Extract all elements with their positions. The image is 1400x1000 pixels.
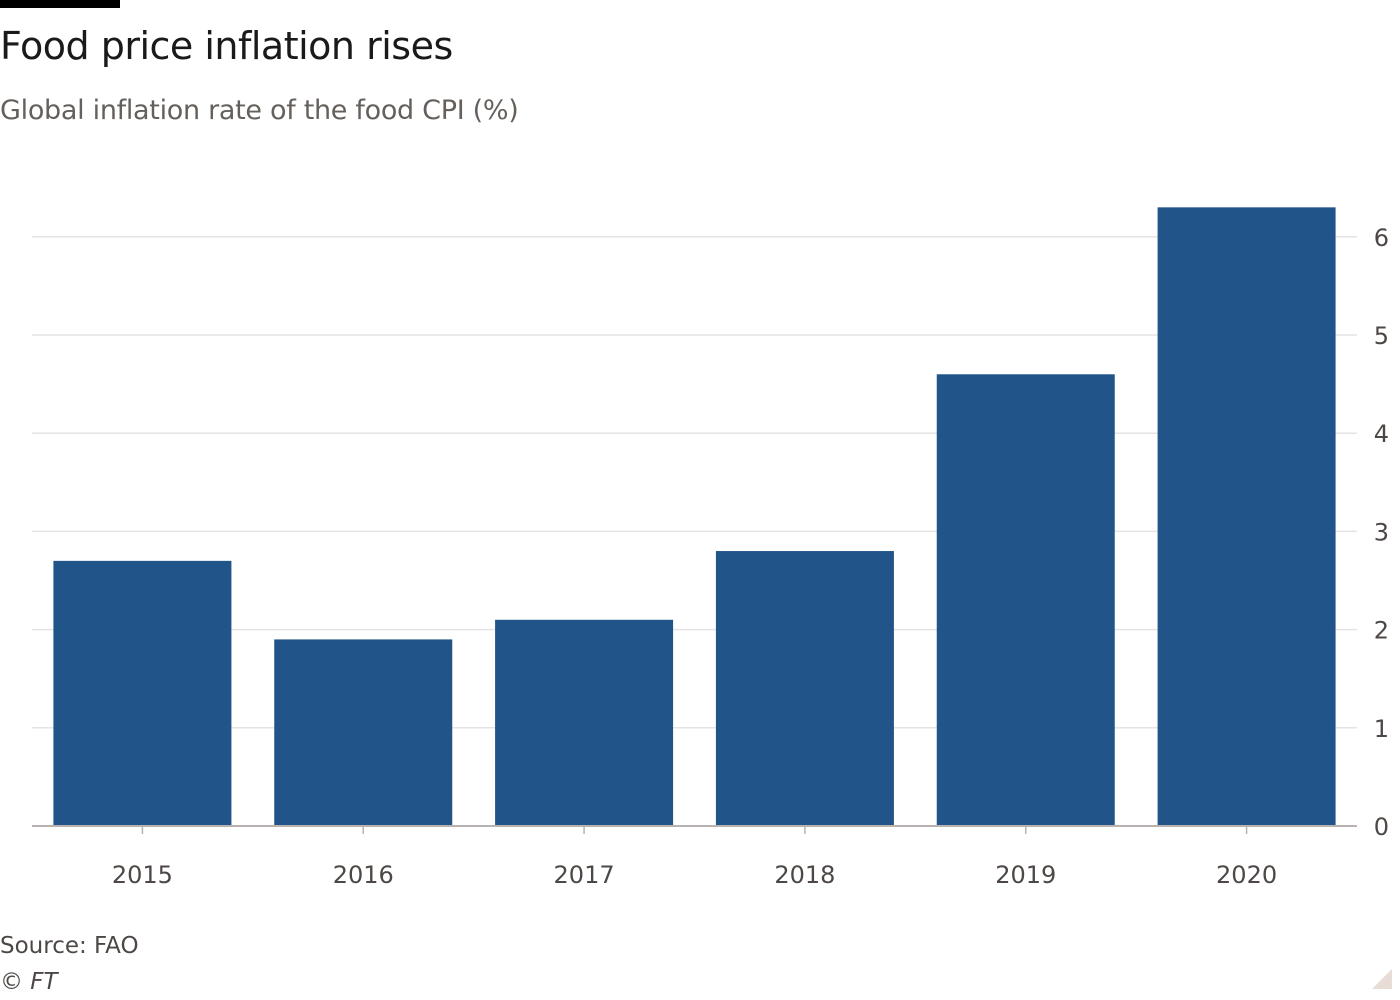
bar xyxy=(715,551,894,826)
x-tick-label: 2018 xyxy=(774,861,835,889)
x-tick-label: 2020 xyxy=(1216,861,1277,889)
y-tick-label: 6 xyxy=(1374,224,1389,252)
y-tick-label: 5 xyxy=(1374,322,1389,350)
chart-subtitle: Global inflation rate of the food CPI (%… xyxy=(0,95,519,126)
x-tick-label: 2015 xyxy=(112,861,173,889)
x-tick-label: 2017 xyxy=(554,861,615,889)
y-tick-label: 0 xyxy=(1374,813,1389,841)
y-tick-label: 3 xyxy=(1374,518,1389,546)
bar xyxy=(1157,207,1336,827)
bar xyxy=(53,560,232,826)
bar xyxy=(274,639,453,826)
x-tick-label: 2019 xyxy=(995,861,1056,889)
bar xyxy=(936,374,1115,826)
y-tick-label: 2 xyxy=(1374,617,1389,645)
x-tick-label: 2016 xyxy=(333,861,394,889)
y-tick-label: 4 xyxy=(1374,420,1389,448)
corner-triangle-icon xyxy=(1372,969,1392,989)
copyright-note: © FT xyxy=(0,969,58,995)
chart-title: Food price inflation rises xyxy=(0,24,453,68)
bar xyxy=(495,619,674,826)
source-note: Source: FAO xyxy=(0,933,139,959)
y-tick-label: 1 xyxy=(1374,715,1389,743)
bar-chart: 0 1 2 3 4 5 6 2015 2016 2017 2018 2019 2020 xyxy=(32,207,1389,889)
top-rule xyxy=(0,0,120,8)
